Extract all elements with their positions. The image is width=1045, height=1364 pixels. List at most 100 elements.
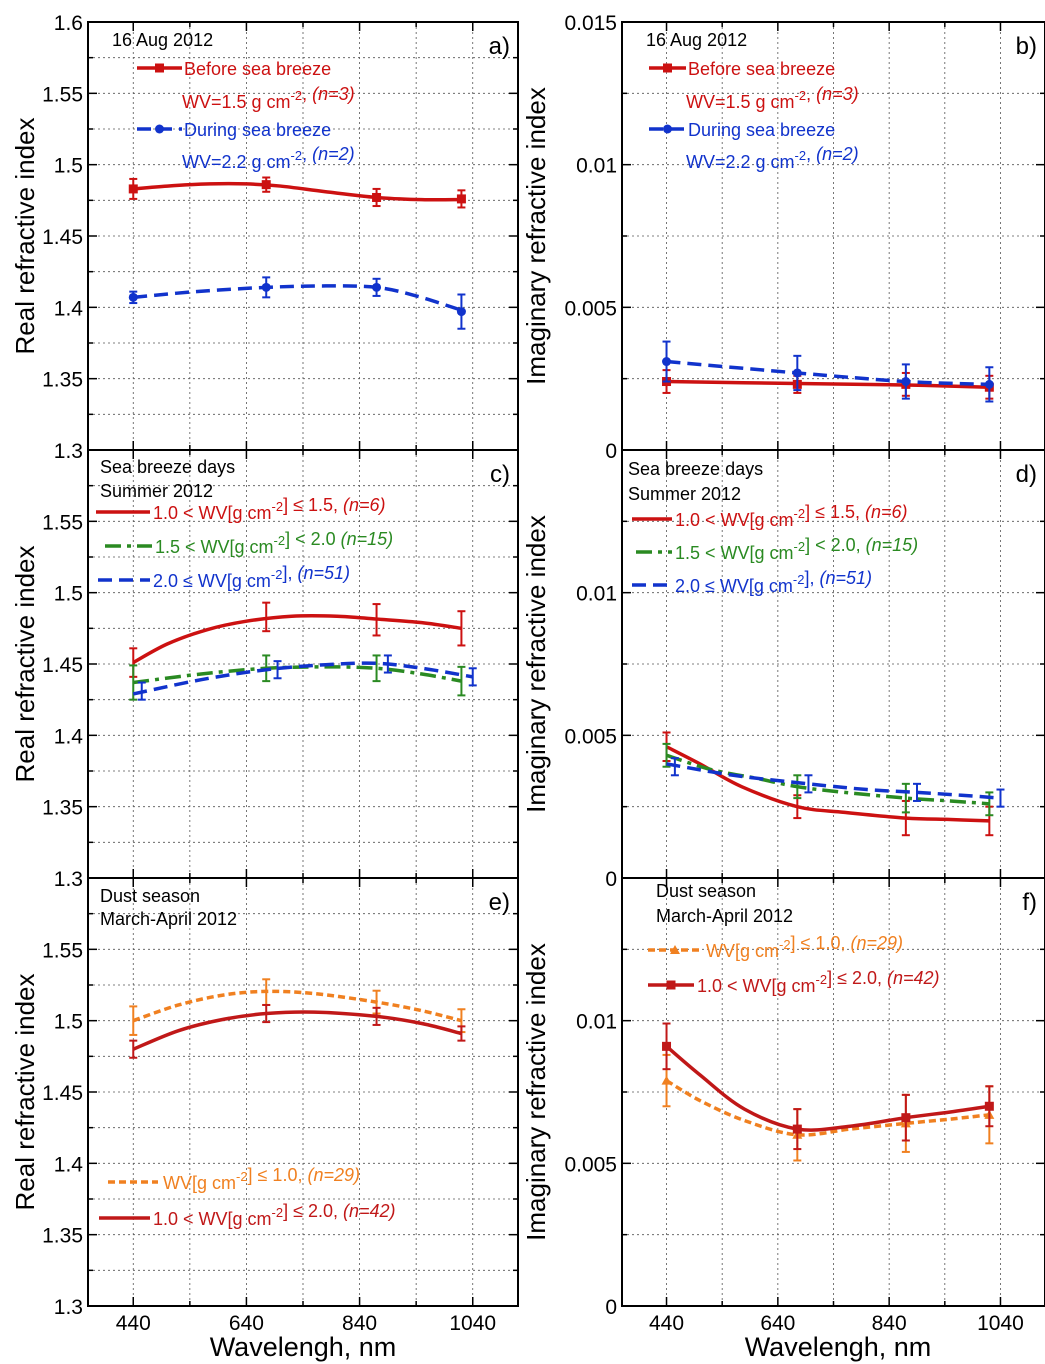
y-tick-label: 0.01 xyxy=(576,1011,617,1034)
data-point xyxy=(456,194,466,204)
legend-text-part: ] ≤ 1.0, xyxy=(248,1165,308,1185)
y-tick-label: 1.35 xyxy=(42,797,83,820)
legend-text-italic: (n=51) xyxy=(297,563,350,583)
legend-text-part: 2.0 ≤ WV[g cm xyxy=(153,571,271,591)
x-tick-label: 440 xyxy=(116,1312,151,1335)
data-point xyxy=(662,1041,672,1051)
x-axis-label-left: Wavelengh, nm xyxy=(210,1332,397,1362)
series-line xyxy=(665,1045,990,1132)
legend-text-part: WV[g cm xyxy=(163,1173,236,1193)
data-point xyxy=(901,1113,911,1123)
legend-marker xyxy=(155,124,164,134)
series-line xyxy=(132,989,462,1023)
data-point xyxy=(128,184,138,194)
panel-d: 0 0.005 0.01 Imaginary refractive index d) Se… xyxy=(521,449,1045,891)
series-a-1: During sea breeze WV=2.2 g cm-2, (n=2) xyxy=(128,120,466,330)
y-tick-label: 1.5 xyxy=(54,1011,83,1034)
legend-annotation-part: , xyxy=(302,84,312,104)
legend-marker xyxy=(155,63,164,73)
legend-annotation-part: , xyxy=(806,84,816,104)
legend-text-part: ] ≤ 1.0, xyxy=(791,933,851,953)
legend-text-part: ], xyxy=(282,563,297,583)
legend-marker xyxy=(670,945,680,954)
legend-text-sup: -2 xyxy=(794,539,806,554)
series-line xyxy=(132,661,474,696)
series-d-0: 1.0 < WV[g cm-2] ≤ 1.5, (n=6) xyxy=(632,502,994,837)
legend-annotation: WV=2.2 g cm-2, (n=2) xyxy=(182,144,355,172)
series-line xyxy=(133,284,462,312)
x-axis-label-right: Wavelengh, nm xyxy=(745,1332,932,1362)
legend-text: WV[g cm-2] ≤ 1.0, (n=29) xyxy=(706,933,903,961)
series-line xyxy=(666,379,990,389)
panel-label: f) xyxy=(1022,889,1037,916)
legend-text-italic: (n=15) xyxy=(341,529,394,549)
legend-text-italic: (n=15) xyxy=(866,535,919,555)
y-tick-label: 1.3 xyxy=(54,868,83,891)
legend-text: 1.0 < WV[g cm-2] ≤ 1.5, (n=6) xyxy=(675,502,908,530)
panel-e: 1.3 1.35 1.4 1.45 1.5 1.55 440 640 840 1040 Real r… xyxy=(10,877,519,1335)
legend-text: Before sea breeze xyxy=(688,59,835,79)
panel-note: Dust season xyxy=(656,881,756,901)
data-point xyxy=(372,192,382,202)
legend-text-part: ] ≤ 1.5, xyxy=(805,502,865,522)
panel-note: March-April 2012 xyxy=(100,909,237,929)
legend-text-part: Before sea breeze xyxy=(688,59,835,79)
legend-text-part: ] < 2.0, xyxy=(805,535,866,555)
series-f-1: 1.0 < WV[g cm-2] ≤ 2.0, (n=42) xyxy=(648,968,994,1151)
legend-text-part: WV[g cm xyxy=(706,941,779,961)
legend-text-part: ] ≤ 1.5, xyxy=(283,495,343,515)
legend-text-part: 1.0 < WV[g cm xyxy=(697,976,816,996)
legend-text-sup: -2 xyxy=(779,937,791,952)
legend-text-sup: -2 xyxy=(272,1205,284,1220)
legend-annotation-part: WV=1.5 g cm xyxy=(686,92,795,112)
legend-text: WV[g cm-2] ≤ 1.0, (n=29) xyxy=(163,1165,360,1193)
panel-note: Dust season xyxy=(100,886,200,906)
panel-label: a) xyxy=(489,33,510,60)
panel-b: 0 0.005 0.01 0.015 Imaginary refractive inde… xyxy=(521,12,1045,463)
legend-annotation-part: WV=1.5 g cm xyxy=(182,92,291,112)
legend-text: 2.0 ≤ WV[g cm-2], (n=51) xyxy=(675,568,872,596)
data-point xyxy=(792,368,802,378)
series-e-1: 1.0 < WV[g cm-2] ≤ 2.0, (n=42) xyxy=(99,1003,466,1229)
y-tick-label: 1.45 xyxy=(42,654,83,677)
panel-label: d) xyxy=(1016,461,1037,488)
panel-f: 0 0.005 0.01 440 640 840 1040 Imaginary refract… xyxy=(521,877,1045,1335)
data-point xyxy=(661,1075,672,1085)
series-b-1: During sea breeze WV=2.2 g cm-2, (n=2) xyxy=(649,120,994,403)
y-tick-label: 0.01 xyxy=(576,583,617,606)
legend-text-part: Before sea breeze xyxy=(184,59,331,79)
series-f-0: WV[g cm-2] ≤ 1.0, (n=29) xyxy=(648,933,995,1162)
y-tick-label: 0.005 xyxy=(564,297,617,320)
y-tick-label: 1.45 xyxy=(42,226,83,249)
legend-annotation-sup: -2 xyxy=(795,88,807,103)
legend-text: 1.0 < WV[g cm-2] ≤ 1.5, (n=6) xyxy=(153,495,386,523)
legend-text-italic: (n=51) xyxy=(819,568,872,588)
series-c-1: 1.5 < WV[g cm-2] < 2.0 (n=15) xyxy=(105,529,466,701)
legend-annotation-part: , xyxy=(302,144,312,164)
legend-annotation: WV=2.2 g cm-2, (n=2) xyxy=(686,144,859,172)
series-line xyxy=(665,753,990,806)
legend-text-part: 1.0 < WV[g cm xyxy=(153,1209,272,1229)
legend-text-part: 1.0 < WV[g cm xyxy=(153,503,272,523)
legend-text-sup: -2 xyxy=(236,1169,248,1184)
legend-text-part: ], xyxy=(804,568,819,588)
legend-text-part: During sea breeze xyxy=(688,120,835,140)
y-tick-label: 1.5 xyxy=(54,155,83,178)
x-tick-label: 840 xyxy=(872,1312,907,1335)
y-tick-label: 0 xyxy=(605,868,617,891)
series-e-0: WV[g cm-2] ≤ 1.0, (n=29) xyxy=(108,978,466,1193)
y-tick-label: 1.3 xyxy=(54,1296,83,1319)
legend-text-part: 2.0 ≤ WV[g cm xyxy=(675,576,793,596)
legend-text: 1.5 < WV[g cm-2] < 2.0, (n=15) xyxy=(675,535,918,563)
x-tick-label: 840 xyxy=(342,1312,377,1335)
y-axis-label: Imaginary refractive index xyxy=(521,943,551,1241)
x-tick-label: 640 xyxy=(760,1312,795,1335)
series-line xyxy=(132,613,462,665)
y-tick-label: 1.4 xyxy=(54,725,84,748)
panel-note: Sea breeze days xyxy=(628,459,763,479)
legend-text-part: During sea breeze xyxy=(184,120,331,140)
y-axis-label: Real refractive index xyxy=(10,974,40,1211)
